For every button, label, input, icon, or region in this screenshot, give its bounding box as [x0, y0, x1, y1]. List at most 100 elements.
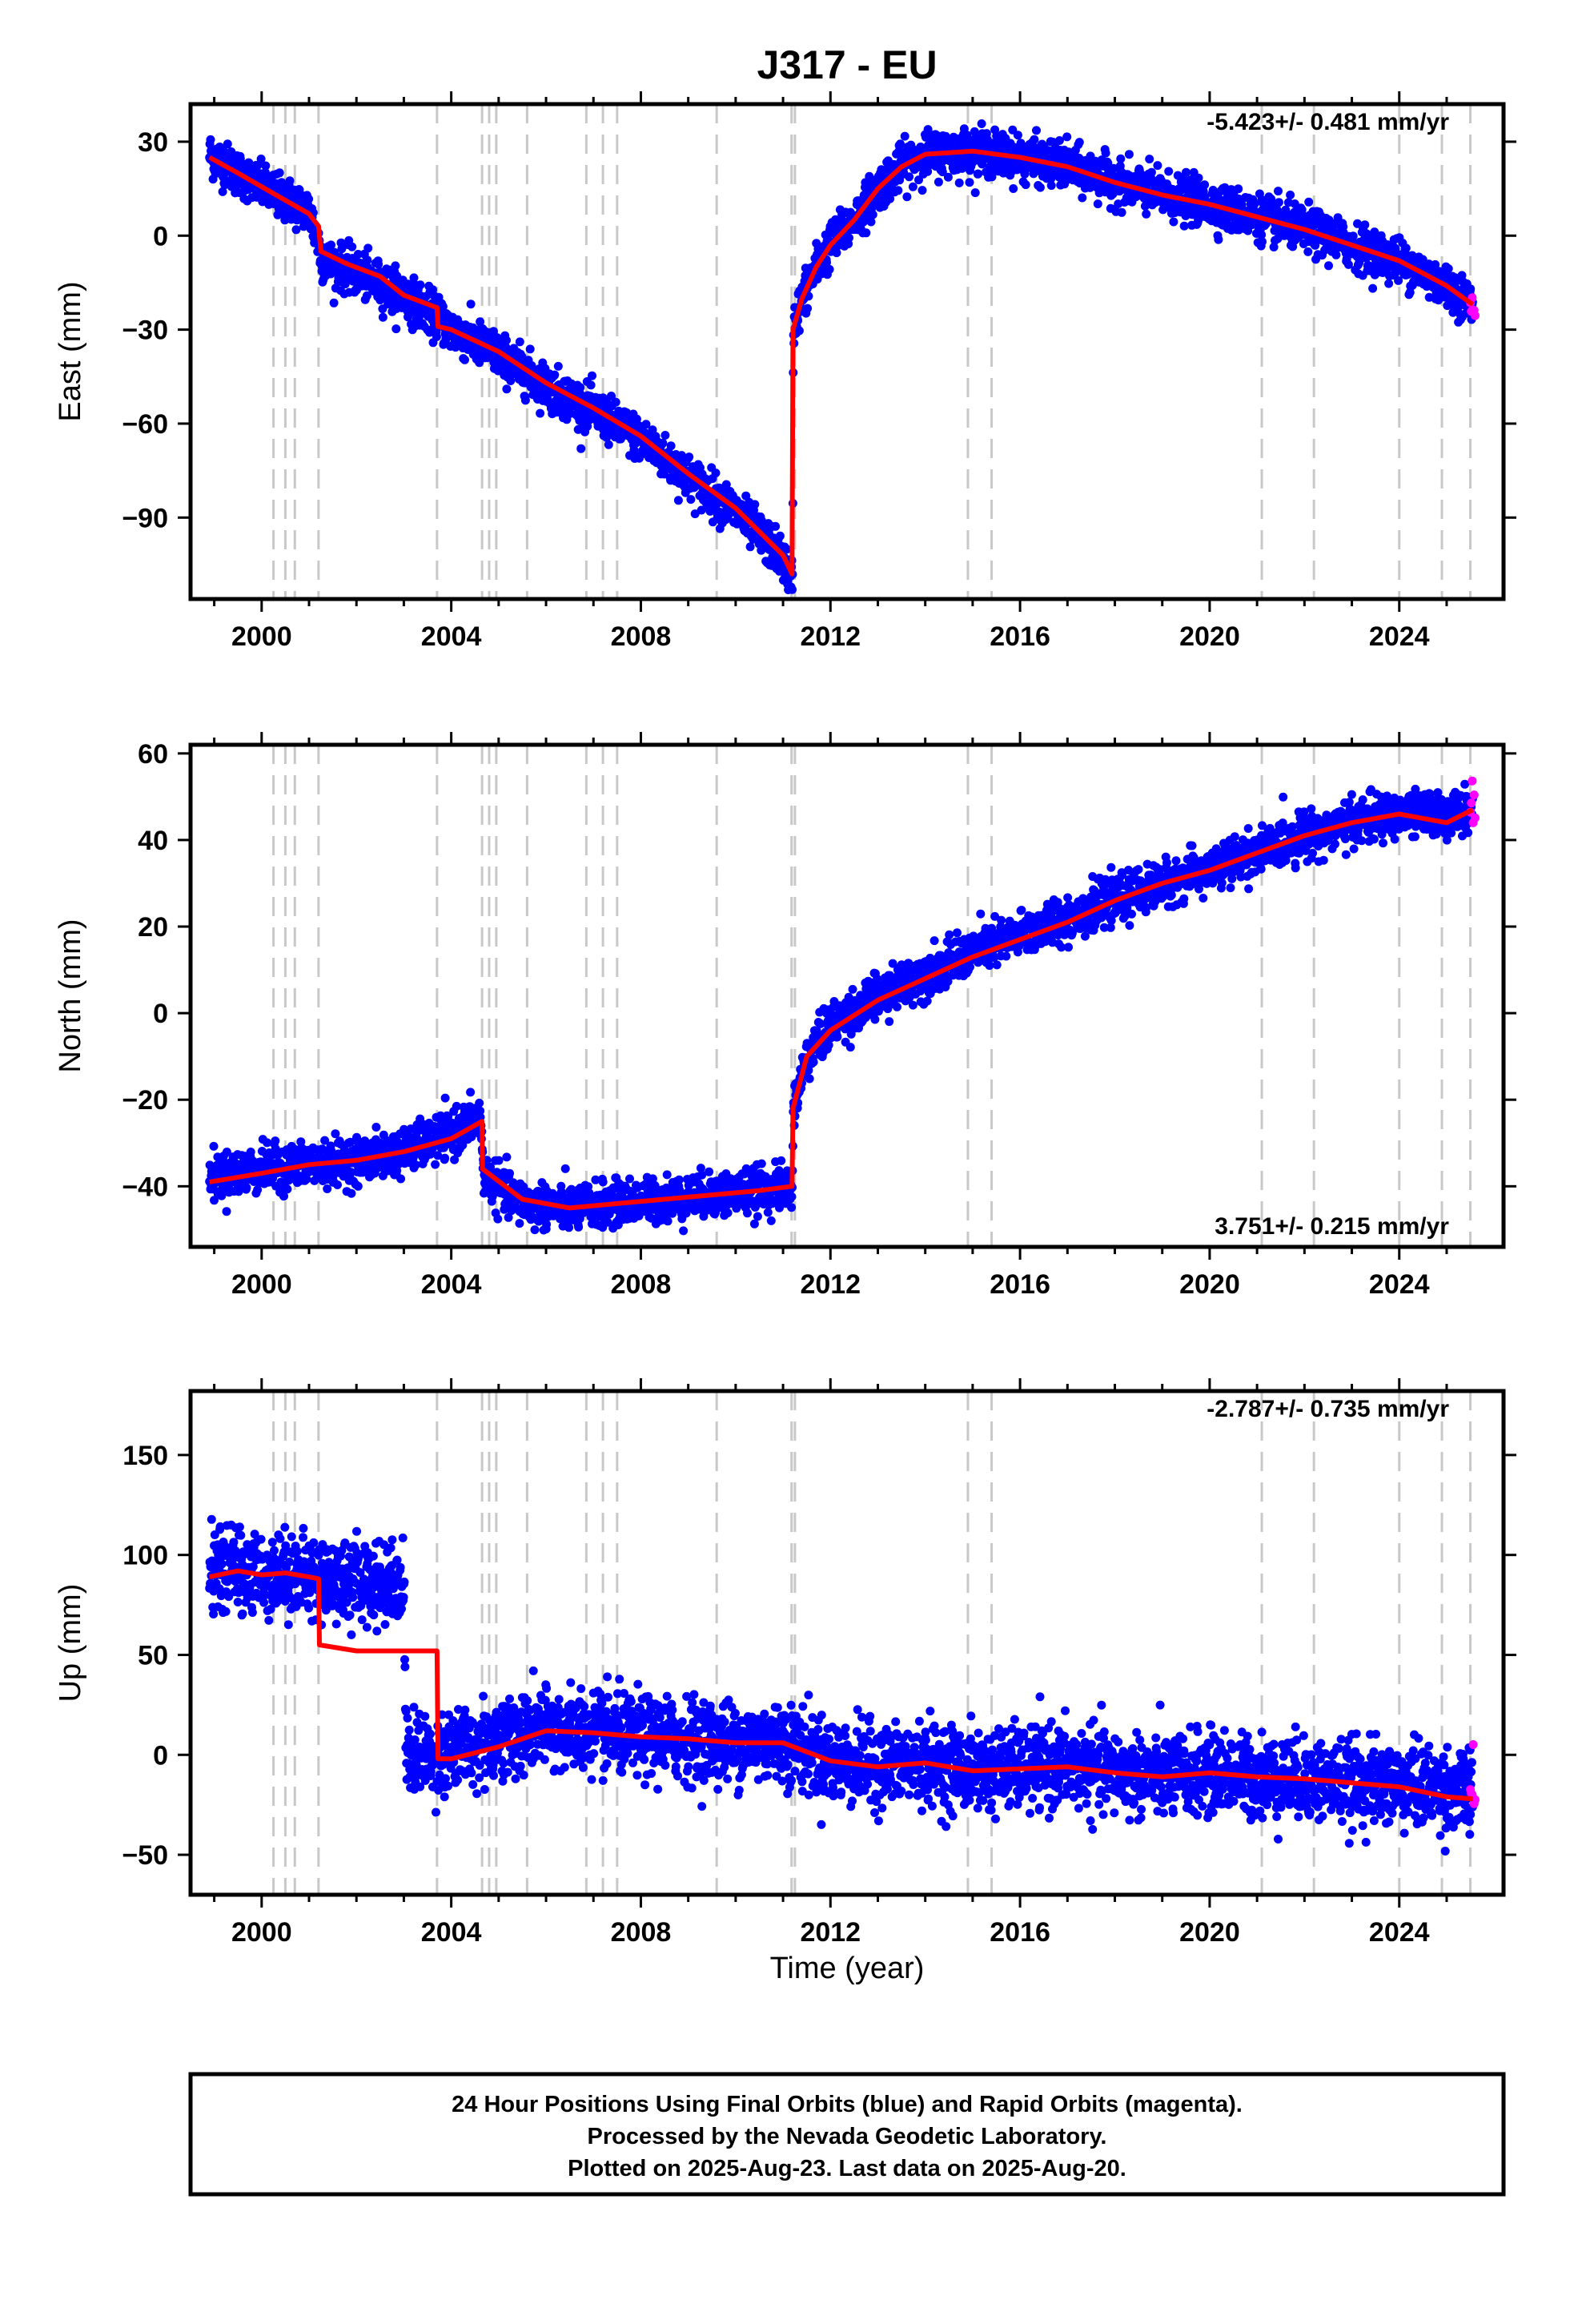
data-point — [697, 505, 706, 515]
data-point — [1145, 155, 1154, 164]
data-point — [1466, 284, 1476, 294]
data-point — [1471, 311, 1480, 320]
data-point — [323, 1184, 332, 1193]
data-point — [409, 273, 419, 283]
data-point — [1348, 231, 1358, 241]
data-point — [861, 228, 871, 238]
data-point — [1331, 250, 1341, 259]
data-point — [1443, 264, 1453, 273]
data-point — [1274, 198, 1283, 207]
data-point — [641, 420, 651, 429]
data-point — [502, 1152, 512, 1162]
data-point — [374, 259, 383, 269]
x-tick-label: 2020 — [1179, 621, 1240, 652]
data-point — [396, 1174, 406, 1184]
data-point — [466, 1088, 476, 1097]
data-point — [542, 1220, 552, 1229]
data-point — [977, 119, 986, 128]
data-point — [598, 1177, 608, 1187]
data-point — [404, 312, 412, 322]
data-point — [745, 542, 755, 552]
data-point — [515, 1219, 524, 1228]
data-point — [378, 312, 387, 322]
data-point — [845, 233, 853, 243]
data-point — [502, 384, 512, 394]
x-tick-label: 2008 — [611, 621, 672, 652]
data-point — [721, 480, 731, 489]
data-point — [285, 176, 295, 186]
data-point — [222, 1207, 231, 1216]
data-point — [1035, 183, 1045, 192]
data-point — [750, 500, 760, 509]
data-point — [686, 495, 696, 505]
data-point — [1093, 199, 1102, 209]
data-point — [970, 188, 980, 198]
data-point — [1032, 126, 1041, 135]
data-point — [1214, 235, 1223, 244]
data-point — [564, 1223, 574, 1232]
data-point — [438, 302, 448, 312]
data-point — [363, 255, 372, 265]
data-point — [685, 452, 694, 462]
data-point — [333, 1180, 342, 1189]
data-point — [275, 168, 284, 178]
data-point — [1258, 237, 1267, 247]
data-point — [1117, 207, 1126, 217]
data-point — [283, 1184, 292, 1194]
data-point — [832, 248, 841, 258]
x-tick-label: 2016 — [990, 621, 1050, 652]
data-point — [261, 161, 271, 171]
data-point — [218, 187, 227, 196]
data-point — [1304, 197, 1314, 207]
data-point — [611, 397, 620, 407]
data-point — [515, 337, 524, 347]
data-point — [1062, 132, 1072, 142]
data-point — [353, 250, 363, 259]
data-point — [1142, 209, 1151, 219]
data-point — [1101, 148, 1110, 158]
data-point — [1009, 184, 1018, 193]
data-point — [1274, 187, 1283, 196]
data-point — [271, 1136, 280, 1146]
data-point — [868, 210, 877, 219]
east-rate-label: -5.423+/- 0.481 mm/yr — [1207, 109, 1449, 135]
data-point — [648, 425, 657, 435]
y-tick-label: 30 — [138, 127, 168, 158]
data-point — [1169, 217, 1178, 227]
data-point — [494, 1156, 504, 1165]
data-point — [242, 1183, 251, 1192]
data-point — [440, 1093, 450, 1103]
data-point — [460, 355, 469, 364]
data-point — [416, 280, 425, 290]
data-point — [711, 468, 721, 478]
data-point — [327, 240, 335, 250]
data-point — [893, 186, 903, 195]
data-point — [329, 298, 339, 308]
data-point — [363, 243, 373, 253]
x-tick-label: 2000 — [231, 621, 292, 652]
data-point — [291, 225, 301, 235]
data-point — [530, 1225, 540, 1235]
data-point — [347, 242, 357, 251]
y-tick-label: −30 — [122, 316, 168, 346]
x-tick-label: 2024 — [1369, 621, 1430, 652]
data-point — [588, 371, 596, 380]
data-point — [782, 545, 792, 554]
data-point — [525, 344, 535, 354]
data-point — [908, 182, 917, 191]
data-point — [576, 444, 586, 453]
data-point — [1164, 167, 1174, 176]
data-point — [658, 438, 668, 448]
data-point — [690, 509, 700, 519]
data-point — [635, 453, 644, 463]
data-point — [209, 1141, 219, 1151]
data-point — [775, 531, 785, 541]
data-point — [476, 317, 485, 327]
y-tick-label: −60 — [122, 409, 168, 440]
data-point — [550, 370, 560, 380]
data-point — [505, 1168, 514, 1178]
data-point — [340, 279, 350, 289]
data-point — [432, 332, 441, 341]
data-point — [1074, 138, 1084, 147]
